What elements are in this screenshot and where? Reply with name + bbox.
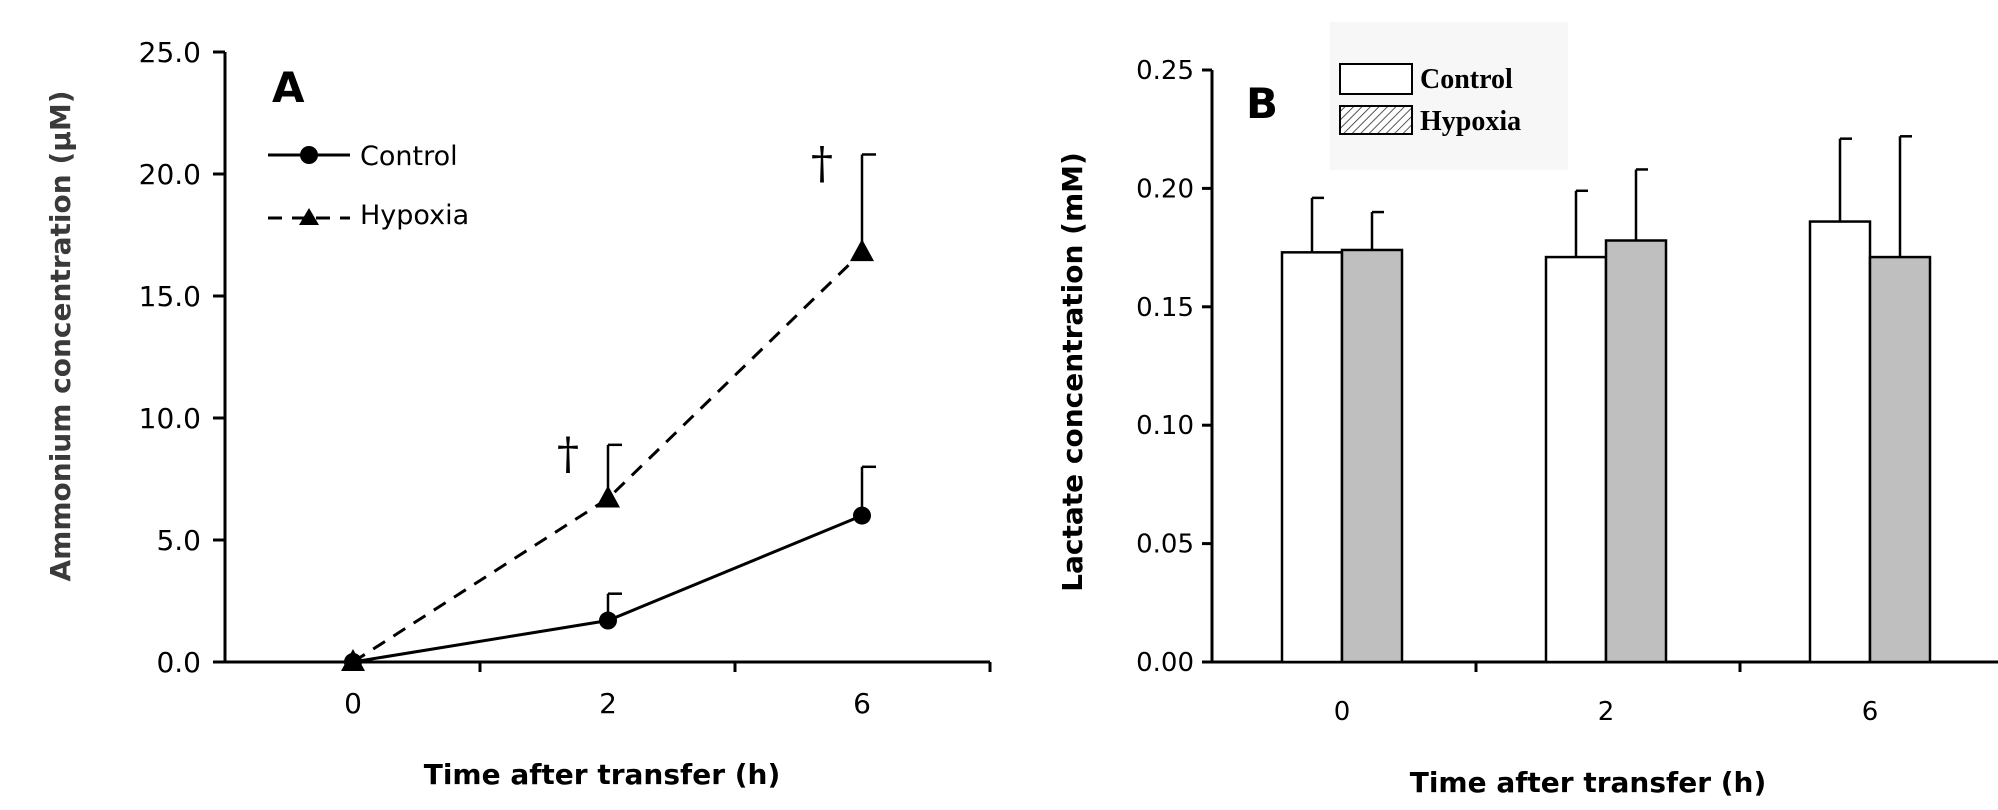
bar-hypoxia: [1868, 255, 1932, 664]
panel-b-chart: B Lactate concentration (mM) Time after …: [1056, 22, 1998, 799]
panel-a-letter: A: [272, 63, 305, 112]
y-tick-label: 20.0: [139, 158, 201, 191]
bar-hypoxia: [1340, 248, 1404, 664]
panel-b-x-axis-label: Time after transfer (h): [1410, 766, 1767, 799]
y-tick-label: 0.20: [1136, 174, 1194, 204]
series-control-line: [352, 514, 863, 664]
bar-hypoxia: [1604, 239, 1668, 664]
panel-a-x-ticks: 0 2 6: [344, 662, 992, 720]
y-tick-label: 0.00: [1136, 648, 1194, 678]
x-tick-label: 6: [853, 687, 871, 720]
data-point-control: [853, 506, 871, 525]
x-tick-label: 2: [599, 687, 617, 720]
panel-b-bars: [1280, 135, 1932, 664]
panel-a-annotations: ††: [557, 138, 833, 479]
panel-a-axes: [223, 52, 990, 664]
panel-a-chart: A Ammonium concentration (µM) Time after…: [44, 36, 992, 791]
y-tick-label: 0.10: [1136, 411, 1194, 441]
data-point-hypoxia: [341, 649, 365, 671]
x-tick-label: 6: [1862, 697, 1879, 727]
panel-a-series: [341, 153, 876, 671]
legend-hypoxia-marker: [299, 208, 319, 225]
y-tick-label: 5.0: [156, 524, 201, 557]
series-hypoxia-line: [352, 251, 864, 664]
y-tick-label: 0.25: [1136, 56, 1194, 86]
panel-b-letter: B: [1246, 79, 1278, 128]
panel-b-legend: Control Hypoxia: [1339, 63, 1521, 137]
bar-control: [1544, 255, 1608, 664]
x-tick-label: 0: [344, 687, 362, 720]
panel-b-y-axis-label: Lactate concentration (mM): [1056, 152, 1089, 592]
legend-hypoxia-label: Hypoxia: [1420, 106, 1521, 137]
panel-b-x-ticks: 0 2 6: [1334, 662, 1879, 727]
legend-control-label: Control: [1420, 64, 1513, 95]
legend-hypoxia-label: Hypoxia: [360, 200, 469, 231]
y-tick-label: 0.05: [1136, 530, 1194, 560]
y-tick-label: 15.0: [139, 280, 201, 313]
panel-a-legend: Control Hypoxia: [268, 141, 469, 231]
panel-b-legend-background: [1330, 22, 1568, 170]
significance-dagger: †: [557, 429, 579, 480]
legend-control-label: Control: [360, 141, 458, 172]
x-tick-label: 0: [1334, 697, 1351, 727]
panel-a-x-axis-label: Time after transfer (h): [424, 758, 781, 791]
data-point-control: [599, 611, 617, 630]
y-tick-label: 25.0: [139, 36, 201, 69]
legend-control-marker: [300, 146, 318, 164]
panel-a-y-ticks: 0.0 5.0 10.0 15.0 20.0 25.0: [139, 36, 225, 679]
data-point-hypoxia: [850, 239, 874, 262]
significance-dagger: †: [811, 138, 833, 189]
bar-control: [1280, 251, 1344, 664]
panel-a-y-axis-label: Ammonium concentration (µM): [44, 91, 77, 582]
x-tick-label: 2: [1598, 697, 1615, 727]
bar-control: [1808, 220, 1872, 664]
data-point-hypoxia: [596, 485, 620, 508]
panel-b-y-ticks: 0.00 0.05 0.10 0.15 0.20 0.25: [1136, 56, 1212, 678]
legend-hypoxia-swatch: [1339, 105, 1413, 135]
legend-control-swatch: [1339, 63, 1413, 95]
y-tick-label: 0.15: [1136, 293, 1194, 323]
y-tick-label: 0.0: [156, 646, 201, 679]
y-tick-label: 10.0: [139, 402, 201, 435]
